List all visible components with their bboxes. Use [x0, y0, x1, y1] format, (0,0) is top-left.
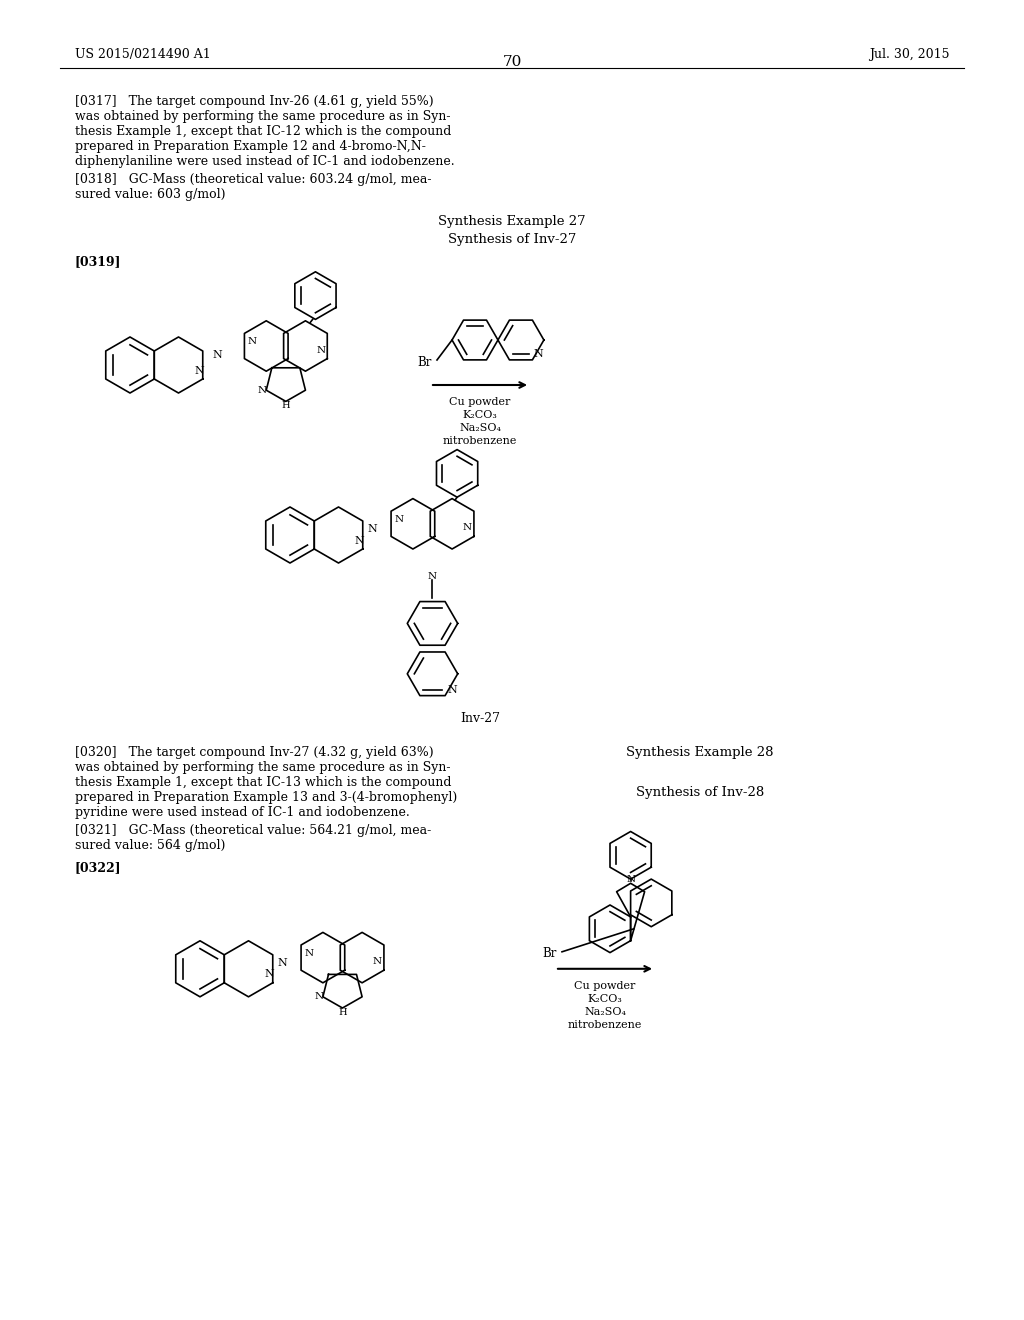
Text: H: H — [338, 1007, 347, 1016]
Text: 70: 70 — [503, 55, 521, 69]
Text: prepared in Preparation Example 13 and 3-(4-bromophenyl): prepared in Preparation Example 13 and 3… — [75, 791, 458, 804]
Text: N: N — [428, 573, 437, 582]
Text: H: H — [282, 401, 290, 411]
Text: prepared in Preparation Example 12 and 4-bromo-N,N-: prepared in Preparation Example 12 and 4… — [75, 140, 426, 153]
Text: [0321]   GC-Mass (theoretical value: 564.21 g/mol, mea-: [0321] GC-Mass (theoretical value: 564.2… — [75, 824, 431, 837]
Text: N: N — [534, 348, 543, 359]
Text: N: N — [316, 346, 326, 355]
Text: [0318]   GC-Mass (theoretical value: 603.24 g/mol, mea-: [0318] GC-Mass (theoretical value: 603.2… — [75, 173, 431, 186]
Text: K₂CO₃: K₂CO₃ — [463, 411, 498, 420]
Text: [0320]   The target compound Inv-27 (4.32 g, yield 63%): [0320] The target compound Inv-27 (4.32 … — [75, 746, 433, 759]
Text: US 2015/0214490 A1: US 2015/0214490 A1 — [75, 48, 211, 61]
Text: Synthesis Example 28: Synthesis Example 28 — [627, 746, 774, 759]
Text: Synthesis Example 27: Synthesis Example 27 — [438, 215, 586, 228]
Text: Br: Br — [543, 948, 557, 961]
Text: sured value: 603 g/mol): sured value: 603 g/mol) — [75, 187, 225, 201]
Text: N: N — [304, 949, 313, 958]
Text: thesis Example 1, except that IC-13 which is the compound: thesis Example 1, except that IC-13 whic… — [75, 776, 452, 789]
Text: N: N — [257, 385, 266, 395]
Text: thesis Example 1, except that IC-12 which is the compound: thesis Example 1, except that IC-12 whic… — [75, 125, 452, 139]
Text: N: N — [354, 536, 365, 545]
Text: was obtained by performing the same procedure as in Syn-: was obtained by performing the same proc… — [75, 760, 451, 774]
Text: N: N — [314, 993, 324, 1002]
Text: Jul. 30, 2015: Jul. 30, 2015 — [869, 48, 950, 61]
Text: Cu powder: Cu powder — [574, 981, 636, 991]
Text: N: N — [248, 338, 257, 346]
Text: Synthesis of Inv-27: Synthesis of Inv-27 — [447, 234, 577, 246]
Text: N: N — [463, 524, 472, 532]
Text: N: N — [447, 685, 457, 694]
Text: sured value: 564 g/mol): sured value: 564 g/mol) — [75, 838, 225, 851]
Text: nitrobenzene: nitrobenzene — [442, 436, 517, 446]
Text: pyridine were used instead of IC-1 and iodobenzene.: pyridine were used instead of IC-1 and i… — [75, 805, 410, 818]
Text: nitrobenzene: nitrobenzene — [568, 1020, 642, 1030]
Text: N: N — [195, 366, 205, 376]
Text: K₂CO₃: K₂CO₃ — [588, 994, 623, 1003]
Text: Na₂SO₄: Na₂SO₄ — [584, 1007, 626, 1016]
Text: N: N — [264, 969, 274, 979]
Text: Inv-27: Inv-27 — [460, 713, 500, 726]
Text: Cu powder: Cu powder — [450, 397, 511, 407]
Text: N: N — [368, 524, 378, 535]
Text: was obtained by performing the same procedure as in Syn-: was obtained by performing the same proc… — [75, 110, 451, 123]
Text: N: N — [394, 515, 403, 524]
Text: [0319]: [0319] — [75, 255, 122, 268]
Text: N: N — [626, 875, 635, 883]
Text: Synthesis of Inv-28: Synthesis of Inv-28 — [636, 785, 764, 799]
Text: diphenylaniline were used instead of IC-1 and iodobenzene.: diphenylaniline were used instead of IC-… — [75, 154, 455, 168]
Text: Na₂SO₄: Na₂SO₄ — [459, 422, 501, 433]
Text: N: N — [373, 957, 382, 966]
Text: N: N — [278, 958, 288, 968]
Text: [0317]   The target compound Inv-26 (4.61 g, yield 55%): [0317] The target compound Inv-26 (4.61 … — [75, 95, 433, 108]
Text: Br: Br — [418, 355, 432, 368]
Text: [0322]: [0322] — [75, 861, 122, 874]
Text: N: N — [213, 351, 222, 360]
